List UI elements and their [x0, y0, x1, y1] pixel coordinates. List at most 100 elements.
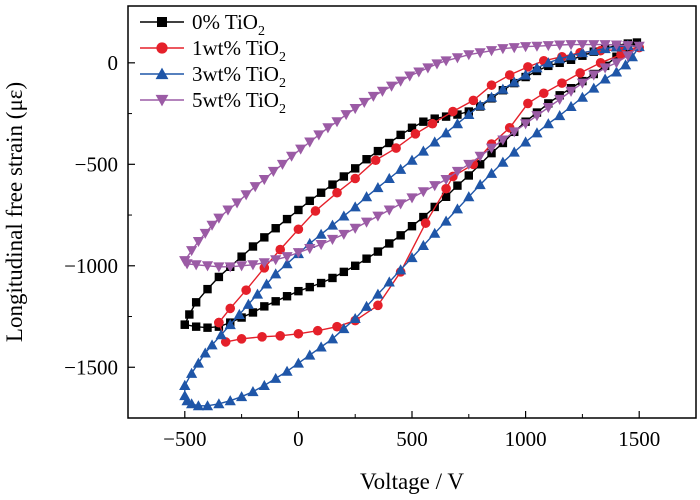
- data-point: [248, 308, 258, 317]
- data-point: [610, 58, 623, 69]
- data-point: [275, 244, 286, 255]
- data-point: [203, 284, 212, 294]
- series-line: [184, 44, 641, 407]
- data-point: [326, 234, 339, 245]
- data-point: [271, 297, 280, 306]
- data-point: [326, 333, 339, 344]
- data-point: [383, 205, 395, 216]
- data-point: [417, 187, 429, 198]
- data-point: [304, 244, 316, 255]
- data-point: [588, 40, 600, 51]
- data-point: [350, 173, 361, 184]
- series-layer: [179, 38, 645, 411]
- data-point: [417, 239, 429, 250]
- data-point: [328, 273, 337, 283]
- data-point: [315, 239, 327, 251]
- data-point: [610, 40, 623, 51]
- data-point: [430, 114, 439, 123]
- data-point: [213, 262, 225, 273]
- data-point: [576, 40, 588, 51]
- data-point: [383, 172, 395, 183]
- data-point: [206, 339, 218, 350]
- data-point: [248, 242, 258, 251]
- data-point: [186, 246, 198, 257]
- data-point: [305, 282, 314, 292]
- data-point: [372, 182, 384, 193]
- data-point: [295, 144, 307, 155]
- x-tick-label: 0: [293, 427, 304, 451]
- x-axis-label: Voltage / V: [360, 469, 464, 494]
- data-point: [237, 252, 246, 261]
- data-point: [599, 63, 611, 74]
- data-point: [340, 110, 352, 121]
- data-point: [588, 70, 600, 81]
- data-point: [413, 67, 425, 78]
- data-point: [186, 367, 198, 378]
- data-point: [391, 143, 401, 153]
- data-point: [486, 80, 497, 90]
- data-point: [304, 137, 316, 148]
- data-point: [349, 201, 361, 212]
- data-point: [326, 219, 339, 230]
- data-point: [214, 272, 224, 282]
- data-point: [538, 88, 549, 99]
- data-point: [332, 321, 342, 332]
- data-point: [362, 254, 371, 263]
- data-point: [305, 196, 314, 206]
- data-point: [441, 183, 451, 194]
- data-point: [281, 365, 293, 376]
- data-point: [626, 51, 638, 62]
- data-point: [247, 260, 259, 271]
- data-point: [497, 156, 509, 167]
- data-point: [485, 167, 498, 178]
- data-point: [213, 213, 225, 224]
- data-point: [338, 323, 350, 334]
- data-point: [282, 292, 292, 301]
- data-point: [249, 182, 261, 193]
- data-point: [576, 91, 588, 102]
- data-point: [339, 267, 349, 277]
- data-point: [206, 220, 218, 231]
- data-point: [576, 78, 588, 89]
- data-point: [224, 262, 236, 273]
- data-point: [191, 298, 201, 307]
- data-point: [282, 214, 292, 224]
- data-point: [554, 94, 566, 105]
- data-point: [448, 171, 458, 182]
- data-point: [554, 53, 566, 64]
- data-point: [331, 117, 343, 128]
- data-point: [448, 106, 458, 117]
- data-point: [292, 248, 304, 259]
- x-tick-label: 1000: [505, 427, 547, 451]
- data-point: [275, 331, 286, 341]
- data-point: [258, 175, 270, 186]
- data-point: [370, 155, 381, 166]
- data-point: [429, 136, 441, 147]
- data-point: [316, 278, 326, 288]
- data-point: [453, 110, 462, 119]
- data-point: [201, 261, 214, 272]
- data-point: [463, 50, 475, 61]
- data-point: [440, 127, 452, 138]
- data-point: [199, 347, 211, 358]
- data-point: [485, 91, 498, 102]
- data-point: [372, 288, 384, 299]
- data-point: [251, 288, 264, 299]
- data-point: [468, 95, 479, 106]
- data-point: [339, 172, 349, 181]
- data-point: [633, 41, 645, 52]
- data-point: [542, 102, 554, 114]
- data-point: [349, 223, 361, 234]
- legend-entry: 1wt% TiO2: [140, 36, 286, 65]
- data-point: [557, 78, 567, 88]
- data-point: [322, 123, 334, 134]
- data-point: [179, 379, 191, 391]
- data-point: [332, 187, 342, 198]
- data-point: [270, 268, 282, 279]
- axes-layer: −500 0 500 1000 1500 0 −500 −1000 −1500: [64, 51, 660, 451]
- data-point: [220, 337, 231, 347]
- data-point: [395, 163, 407, 174]
- data-point: [270, 255, 282, 266]
- legend-label: 1wt% TiO2: [192, 36, 286, 65]
